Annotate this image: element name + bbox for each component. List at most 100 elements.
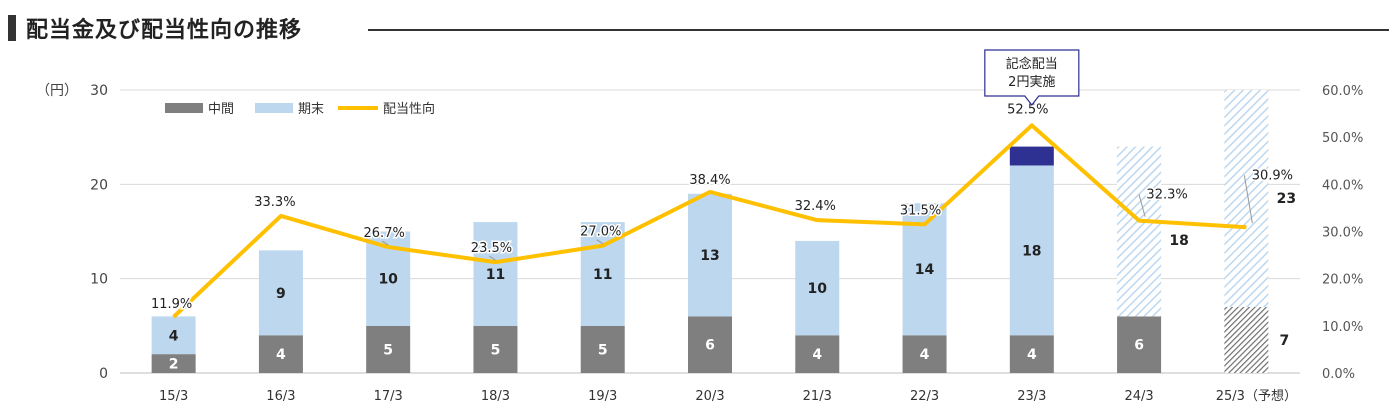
label-interim: 4 xyxy=(276,347,286,363)
label-payout-ratio: 32.4% xyxy=(795,199,836,214)
x-tick-label: 21/3 xyxy=(803,389,832,404)
legend-swatch-interim xyxy=(165,103,203,113)
legend-label-payout: 配当性向 xyxy=(383,101,435,117)
label-year-end: 11 xyxy=(486,267,505,283)
y-right-tick-label: 40.0% xyxy=(1322,178,1363,193)
label-year-end: 23 xyxy=(1277,191,1296,207)
bar-year-end xyxy=(1117,146,1162,317)
legend: 中間 期末 配当性向 xyxy=(165,101,435,117)
title-rule xyxy=(368,29,1389,31)
bar-commemorative xyxy=(1009,146,1054,166)
bars xyxy=(151,90,1269,373)
page-header: 配当金及び配当性向の推移 xyxy=(0,0,1397,60)
label-year-end: 14 xyxy=(915,262,935,278)
bar-year-end xyxy=(258,250,303,336)
label-payout-ratio: 27.0% xyxy=(580,225,621,240)
x-tick-label: 15/3 xyxy=(159,389,188,404)
label-interim: 2 xyxy=(169,357,179,373)
bar-interim xyxy=(1224,306,1269,373)
label-year-end: 10 xyxy=(378,272,398,288)
label-payout-ratio: 26.7% xyxy=(364,226,405,241)
label-interim: 7 xyxy=(1279,333,1289,349)
payout-label-leader xyxy=(381,240,389,246)
bar-year-end xyxy=(151,316,196,355)
bar-interim xyxy=(366,325,411,373)
bar-year-end xyxy=(795,240,840,336)
bar-interim xyxy=(151,354,196,373)
bar-interim xyxy=(580,325,625,373)
label-year-end: 10 xyxy=(808,281,828,297)
bar-interim xyxy=(795,335,840,373)
payout-label-leader xyxy=(596,239,604,245)
x-tick-label: 24/3 xyxy=(1124,389,1153,404)
label-payout-ratio: 30.9% xyxy=(1252,168,1293,183)
bar-year-end xyxy=(1224,90,1269,307)
y-right-tick-label: 60.0% xyxy=(1322,84,1363,99)
x-tick-label: 23/3 xyxy=(1017,389,1046,404)
label-interim: 4 xyxy=(812,347,822,363)
y-right-tick-label: 50.0% xyxy=(1322,131,1363,146)
bar-year-end xyxy=(473,222,518,326)
label-interim: 5 xyxy=(383,342,393,358)
payout-ratio-line xyxy=(172,123,1247,319)
label-interim: 5 xyxy=(598,342,608,358)
y-left-tick-label: 30 xyxy=(90,83,108,99)
payout-line xyxy=(172,123,1247,319)
y-left-tick-label: 20 xyxy=(90,177,108,193)
label-payout-ratio: 38.4% xyxy=(689,173,730,188)
x-tick-label: 17/3 xyxy=(374,389,403,404)
bar-interim xyxy=(688,316,732,373)
label-interim: 4 xyxy=(1027,347,1037,363)
y-right-tick-label: 10.0% xyxy=(1322,320,1363,335)
callout: 記念配当 2円実施 xyxy=(984,49,1080,106)
y-left-unit-label: （円） xyxy=(36,83,78,99)
label-payout-ratio: 52.5% xyxy=(1007,102,1048,117)
data-labels: 2 4 4 9 5 10 5 11 5 11 6 13 4 10 4 14 4 18 6 18 7 23 11.9% 33.3… xyxy=(149,101,1296,373)
y-right-tick-label: 30.0% xyxy=(1322,226,1363,241)
callout-text: 2円実施 xyxy=(1008,74,1055,90)
bar-interim xyxy=(1009,335,1054,373)
label-year-end: 11 xyxy=(593,267,612,283)
legend-label-interim: 中間 xyxy=(208,102,234,117)
label-year-end: 18 xyxy=(1169,233,1188,249)
label-year-end: 13 xyxy=(700,248,719,264)
label-interim: 6 xyxy=(705,338,715,354)
x-tick-label: 16/3 xyxy=(266,389,295,404)
bar-interim xyxy=(1117,316,1162,373)
bar-interim xyxy=(473,325,518,373)
label-payout-ratio: 33.3% xyxy=(254,195,295,210)
payout-label-leader xyxy=(1243,175,1253,224)
bar-year-end xyxy=(1009,165,1054,336)
label-payout-ratio: 23.5% xyxy=(471,241,512,256)
x-tick-label: 18/3 xyxy=(481,389,510,404)
callout-box xyxy=(984,49,1080,106)
label-payout-ratio: 32.3% xyxy=(1146,188,1187,203)
legend-swatch-year-end xyxy=(255,103,293,113)
x-tick-label: 25/3（予想） xyxy=(1216,388,1297,404)
label-interim: 5 xyxy=(491,342,501,358)
payout-label-leader xyxy=(489,255,496,261)
y-right-tick-label: 20.0% xyxy=(1322,273,1363,288)
label-payout-ratio: 11.9% xyxy=(151,297,192,312)
y-left-tick-label: 10 xyxy=(90,272,108,288)
page-title: 配当金及び配当性向の推移 xyxy=(26,18,303,43)
bar-year-end xyxy=(688,193,732,317)
x-tick-label: 20/3 xyxy=(695,389,724,404)
label-interim: 6 xyxy=(1134,338,1144,354)
y-left-tick-label: 0 xyxy=(99,366,108,382)
title-marker xyxy=(8,15,16,41)
label-year-end: 9 xyxy=(276,286,286,302)
bar-interim xyxy=(902,335,947,373)
legend-label-year-end: 期末 xyxy=(298,102,324,117)
x-tick-label: 19/3 xyxy=(588,389,617,404)
label-payout-ratio: 31.5% xyxy=(900,203,941,218)
callout-text: 記念配当 xyxy=(1006,56,1058,72)
y-right-tick-label: 0.0% xyxy=(1322,367,1355,382)
payout-label-leader xyxy=(1138,194,1146,217)
label-year-end: 18 xyxy=(1022,243,1041,259)
bar-interim xyxy=(258,335,303,373)
label-year-end: 4 xyxy=(169,328,179,344)
label-interim: 4 xyxy=(920,347,930,363)
x-tick-label: 22/3 xyxy=(910,389,939,404)
